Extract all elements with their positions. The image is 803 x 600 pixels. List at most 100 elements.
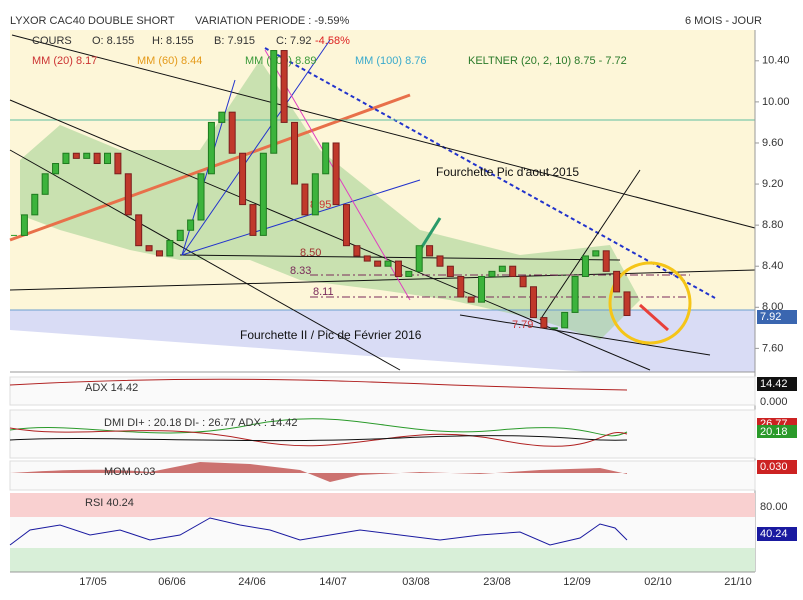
indicator-label: MOM 0.03 — [104, 466, 155, 478]
candle — [311, 173, 319, 216]
candle — [353, 245, 361, 257]
indicator-value: 0.030 — [760, 461, 788, 473]
y-tick-label: 8.40 — [762, 260, 783, 272]
candle — [602, 250, 610, 272]
candle — [20, 214, 28, 236]
candle — [41, 173, 49, 195]
indicator-label: ADX 14.42 — [85, 382, 138, 394]
dmi-panel — [9, 409, 756, 459]
candle — [166, 240, 174, 257]
level-label: 8.11 — [313, 286, 334, 298]
legend-item: KELTNER (20, 2, 10) 8.75 - 7.72 — [468, 55, 627, 67]
trend-line — [459, 314, 711, 356]
candle — [488, 270, 496, 277]
candle — [363, 255, 371, 262]
y-tick-label: 9.20 — [762, 178, 783, 190]
candle — [249, 204, 257, 236]
trend-line — [539, 169, 641, 321]
candle — [104, 152, 112, 165]
candle — [436, 255, 444, 267]
candle — [561, 311, 569, 329]
last-price-box — [757, 310, 797, 324]
indicator-label: RSI 40.24 — [85, 497, 134, 509]
candle — [72, 152, 80, 159]
dmi-minus-line — [9, 427, 628, 447]
level-label: 8.50 — [300, 247, 321, 259]
candle — [62, 152, 70, 165]
candle — [135, 214, 143, 247]
candle — [124, 173, 132, 216]
candle — [187, 219, 195, 231]
keltner-band — [20, 60, 640, 340]
last-price: 7.92 — [760, 311, 781, 323]
arrow — [418, 217, 442, 251]
legend-item: B: 7.915 — [214, 35, 255, 47]
candle — [291, 121, 299, 185]
candle — [239, 152, 247, 206]
annotation: Fourchette Pic d'aout 2015 — [436, 165, 579, 179]
legend-item: MM (100) 8.76 — [355, 55, 427, 67]
candle — [176, 229, 184, 242]
x-tick-label: 24/06 — [238, 576, 266, 588]
y-tick-label: 8.80 — [762, 219, 783, 231]
value-box — [757, 425, 797, 438]
legend-item: MM (60) 8.44 — [137, 55, 202, 67]
y-tick-label: 10.40 — [762, 55, 790, 67]
trend-line — [9, 269, 756, 291]
candle — [540, 317, 548, 329]
x-tick-label: 17/05 — [79, 576, 107, 588]
y-tick-label: 8.00 — [762, 301, 783, 313]
indicator-value: 0.000 — [760, 396, 788, 408]
y-tick-label: 10.00 — [762, 96, 790, 108]
dmi-adx-line — [9, 435, 628, 442]
candle — [31, 193, 39, 216]
fan-line — [181, 39, 331, 256]
value-box — [757, 460, 797, 474]
trend-line — [264, 47, 716, 299]
variation: VARIATION PERIODE : -9.59% — [195, 15, 349, 27]
x-tick-label: 14/07 — [319, 576, 347, 588]
adx-panel — [9, 376, 756, 406]
candle — [446, 265, 454, 277]
rsi-low-zone — [10, 548, 755, 572]
candle — [228, 111, 236, 154]
candle — [145, 245, 153, 252]
legend-item: MM (20) 8.17 — [32, 55, 97, 67]
candle — [155, 250, 163, 257]
x-tick-label: 12/09 — [563, 576, 591, 588]
fan-line — [181, 179, 421, 256]
rsi-line — [9, 517, 628, 546]
legend-item: -4.58% — [315, 35, 350, 47]
candle — [529, 286, 537, 319]
candle — [270, 50, 278, 154]
candle — [467, 296, 475, 303]
candle — [374, 260, 382, 267]
highlight-circle — [608, 261, 692, 345]
trend-line — [9, 149, 401, 371]
candle — [426, 245, 434, 257]
level-label: 7.79 — [512, 319, 533, 331]
candle — [342, 204, 350, 247]
candle — [478, 275, 486, 303]
x-tick-label: 23/08 — [483, 576, 511, 588]
y-tick-label: 9.60 — [762, 137, 783, 149]
candle — [613, 270, 621, 293]
candle — [207, 121, 215, 175]
x-tick-label: 06/06 — [158, 576, 186, 588]
candle — [218, 111, 226, 123]
mom-panel — [9, 460, 756, 491]
candle — [332, 142, 340, 206]
candle — [114, 152, 122, 175]
x-tick-label: 02/10 — [644, 576, 672, 588]
candle — [259, 152, 267, 236]
candle — [581, 255, 589, 277]
value-box — [757, 527, 797, 541]
candle — [592, 250, 600, 257]
x-tick-label: 21/10 — [724, 576, 752, 588]
candle — [623, 291, 631, 317]
candle — [52, 163, 60, 175]
period: 6 MOIS - JOUR — [685, 15, 762, 27]
indicator-value: 80.00 — [760, 501, 788, 513]
candle — [394, 260, 402, 277]
